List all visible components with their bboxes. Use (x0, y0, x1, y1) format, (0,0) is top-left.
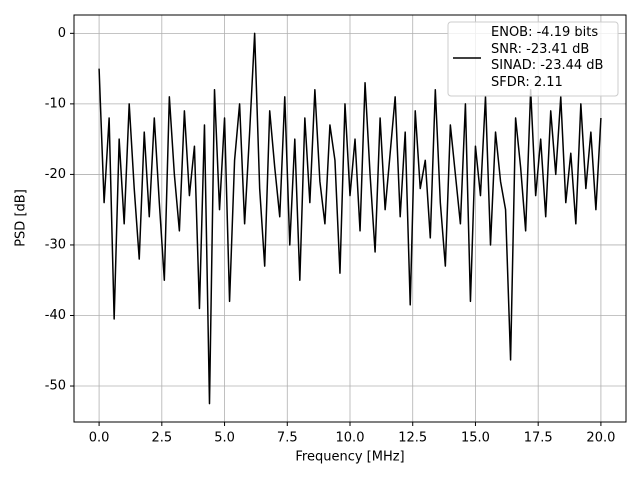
y-tick-label: 0 (58, 26, 66, 41)
x-tick-label: 15.0 (461, 431, 490, 446)
y-axis-label: PSD [dB] (14, 189, 29, 247)
x-tick-label: 7.5 (277, 431, 298, 446)
y-tick-label: -30 (45, 237, 66, 252)
x-tick-label: 10.0 (336, 431, 365, 446)
x-tick-label: 2.5 (151, 431, 172, 446)
x-tick-label: 20.0 (586, 431, 615, 446)
x-tick-label: 5.0 (214, 431, 235, 446)
x-tick-label: 17.5 (524, 431, 553, 446)
x-tick-label: 12.5 (398, 431, 427, 446)
y-tick-label: -40 (45, 308, 66, 323)
y-tick-label: -20 (45, 167, 66, 182)
y-tick-label: -10 (45, 96, 66, 111)
x-tick-label: 0.0 (89, 431, 110, 446)
psd-line (98, 32, 602, 405)
plot-frame (73, 14, 627, 423)
y-tick-label: -50 (45, 379, 66, 394)
legend-box (447, 21, 619, 97)
legend-label: ENOB: -4.19 bits SNR: -23.41 dB SINAD: -… (491, 25, 604, 90)
x-axis-label: Frequency [MHz] (295, 450, 404, 465)
